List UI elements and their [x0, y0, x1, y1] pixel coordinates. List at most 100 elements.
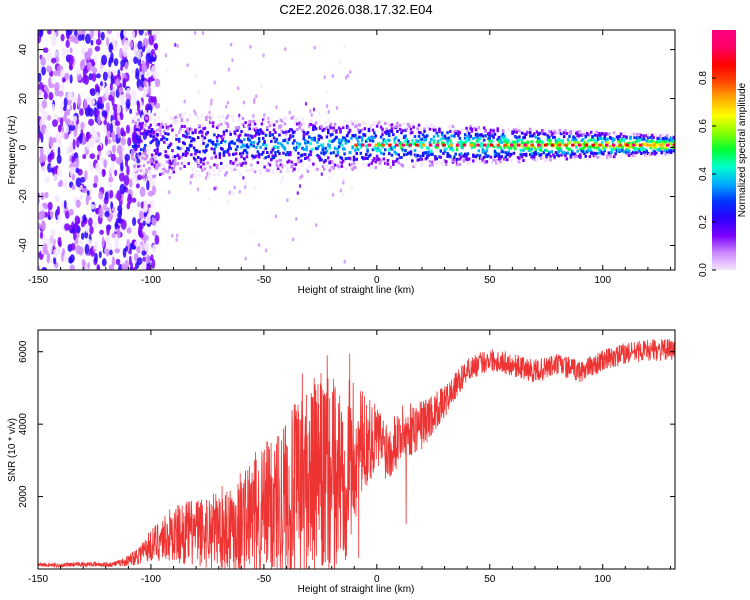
spectrogram-cell — [646, 136, 650, 140]
spectrogram-cell — [143, 39, 149, 47]
spectrogram-cell — [432, 139, 436, 143]
spectrogram-cell — [253, 122, 257, 126]
spectrogram-cell — [339, 141, 342, 145]
spectrogram-cell — [585, 142, 589, 146]
spectrogram-cell — [474, 155, 478, 159]
spectrogram-cell — [360, 136, 364, 140]
spectrogram-cell — [434, 157, 437, 161]
spectrogram-cell — [422, 143, 426, 147]
spectrogram-cell — [347, 131, 350, 135]
spectrogram-cell — [117, 211, 122, 219]
y-tick-label: 4000 — [18, 413, 29, 436]
spectrogram-cell — [430, 138, 433, 142]
spectrogram-cell — [268, 124, 272, 128]
spectrogram-cell — [504, 155, 508, 159]
spectrogram-cell — [309, 109, 312, 114]
spectrogram-cell — [576, 149, 579, 153]
spectrogram-cell — [252, 119, 255, 123]
spectrogram-cell — [137, 118, 140, 122]
spectrogram-cell — [294, 146, 298, 150]
spectrogram-cell — [228, 145, 231, 149]
spectrogram-cell — [598, 136, 601, 140]
spectrogram-cell — [101, 236, 105, 248]
spectrogram-cell — [512, 130, 516, 134]
spectrogram-cell — [275, 137, 279, 141]
spectrogram-cell — [188, 127, 192, 131]
spectrogram-cell — [179, 127, 182, 131]
spectrogram-cell — [280, 143, 284, 147]
spectrogram-cell — [497, 135, 501, 139]
spectrogram-cell — [390, 127, 394, 131]
spectrogram-cell — [617, 148, 620, 152]
spectrogram-cell — [499, 138, 502, 142]
spectrogram-cell — [650, 151, 654, 155]
spectrogram-cell — [581, 138, 585, 142]
spectrogram-cell — [667, 139, 670, 143]
spectrogram-cell — [184, 152, 188, 156]
spectrogram-cell — [580, 138, 583, 142]
spectrogram-cell — [347, 139, 350, 143]
spectrogram-cell — [324, 146, 327, 150]
spectrogram-cell — [233, 142, 237, 146]
spectrogram-cell — [459, 144, 463, 148]
spectrogram-cell — [404, 128, 407, 132]
spectrogram-cell — [169, 172, 173, 176]
spectrogram-cell — [580, 143, 583, 147]
spectrogram-cell — [225, 116, 228, 120]
spectrogram-y-label: Frequency (Hz) — [7, 116, 18, 185]
spectrogram-cell — [497, 152, 501, 156]
spectrogram-cell — [606, 156, 609, 160]
spectrogram-cell — [310, 147, 314, 151]
spectrogram-cell — [138, 128, 142, 132]
snr-y-label: SNR (10 * v/v) — [7, 418, 18, 482]
spectrogram-cell — [249, 144, 253, 148]
spectrogram-cell — [378, 148, 382, 152]
spectrogram-cell — [283, 146, 287, 150]
spectrogram-cell — [130, 90, 137, 98]
spectrogram-cell — [308, 135, 311, 139]
spectrogram-cell — [579, 147, 582, 151]
spectrogram-cell — [241, 151, 245, 155]
spectrogram-cell — [377, 157, 380, 161]
spectrogram-cell — [419, 138, 422, 142]
spectrogram-cell — [481, 134, 485, 138]
spectrogram-cell — [566, 142, 570, 146]
spectrogram-cell — [640, 138, 643, 142]
spectrogram-cell — [672, 136, 675, 140]
spectrogram-cell — [154, 137, 158, 141]
spectrogram-cell — [283, 138, 287, 142]
spectrogram-cell — [191, 131, 195, 135]
spectrogram-cell — [434, 125, 437, 129]
spectrogram-cell — [466, 130, 470, 134]
spectrogram-cell — [634, 151, 638, 155]
spectrogram-cell — [572, 135, 575, 139]
spectrogram-cell — [93, 244, 98, 250]
spectrogram-cell — [401, 164, 405, 168]
spectrogram-cell — [584, 155, 588, 159]
spectrogram-cell — [203, 136, 207, 140]
spectrogram-cell — [68, 208, 74, 216]
snr-series-line — [38, 339, 675, 569]
spectrogram-cell — [163, 130, 166, 134]
spectrogram-cell — [244, 256, 247, 261]
spectrogram-cell — [146, 180, 150, 191]
spectrogram-cell — [182, 115, 185, 119]
spectrogram-cell — [55, 132, 62, 144]
x-tick-label: 50 — [484, 275, 496, 286]
spectrogram-cell — [96, 144, 102, 152]
spectrogram-cell — [309, 153, 312, 157]
spectrogram-cell — [63, 199, 67, 209]
spectrogram-cell — [87, 262, 91, 269]
spectrogram-cell — [614, 145, 617, 149]
spectrogram-cell — [198, 150, 201, 154]
spectrogram-cell — [114, 169, 118, 177]
spectrogram-cell — [500, 140, 504, 144]
spectrogram-cell — [144, 157, 147, 161]
spectrogram-cell — [583, 142, 586, 146]
spectrogram-cell — [150, 162, 154, 166]
spectrogram-cell — [615, 149, 619, 153]
spectrogram-cell — [232, 161, 235, 165]
spectrogram-cell — [318, 126, 322, 130]
spectrogram-cell — [312, 126, 315, 130]
spectrogram-cell — [562, 135, 566, 139]
